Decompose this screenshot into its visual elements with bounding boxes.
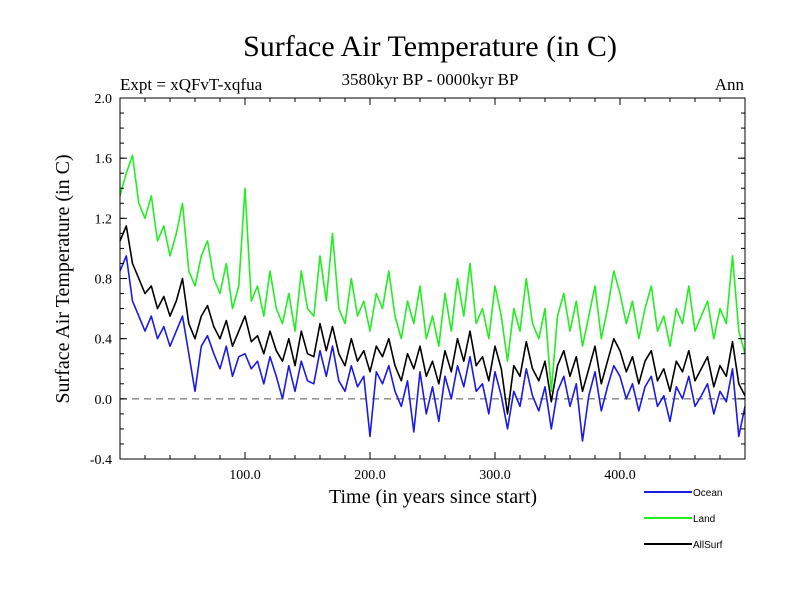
time-range-label: 3580kyr BP - 0000kyr BP [342, 70, 519, 89]
y-tick-label: 0.0 [95, 393, 113, 408]
tick-layer: -0.4 0.0 0.4 0.8 1.2 1.6 2.0 100.0 200.0 300.0 400… [90, 92, 745, 483]
series-line-allsurf [119, 225, 746, 415]
chart-title: Surface Air Temperature (in C) [243, 30, 617, 63]
y-tick-label: 1.2 [95, 212, 113, 227]
legend: Ocean Land AllSurf [644, 488, 723, 551]
experiment-label: Expt = xQFvT-xqfua [120, 75, 263, 94]
legend-label-allsurf: AllSurf [693, 540, 723, 551]
y-tick-label: 2.0 [95, 92, 113, 107]
series-line-ocean [119, 255, 746, 442]
x-tick-label: 400.0 [604, 468, 636, 483]
y-tick-label: -0.4 [90, 453, 112, 468]
legend-label-land: Land [693, 514, 715, 525]
series-line-land [119, 154, 746, 393]
x-tick-label: 200.0 [354, 468, 386, 483]
x-axis-title: Time (in years since start) [329, 486, 537, 508]
season-label: Ann [715, 75, 745, 94]
y-axis-title: Surface Air Temperature (in C) [52, 154, 74, 403]
y-tick-label: 0.4 [95, 333, 113, 348]
legend-label-ocean: Ocean [693, 488, 722, 499]
series-layer [119, 154, 746, 442]
x-tick-label: 300.0 [479, 468, 511, 483]
y-tick-label: 1.6 [95, 152, 113, 167]
y-tick-label: 0.8 [95, 273, 113, 288]
x-tick-label: 100.0 [229, 468, 261, 483]
